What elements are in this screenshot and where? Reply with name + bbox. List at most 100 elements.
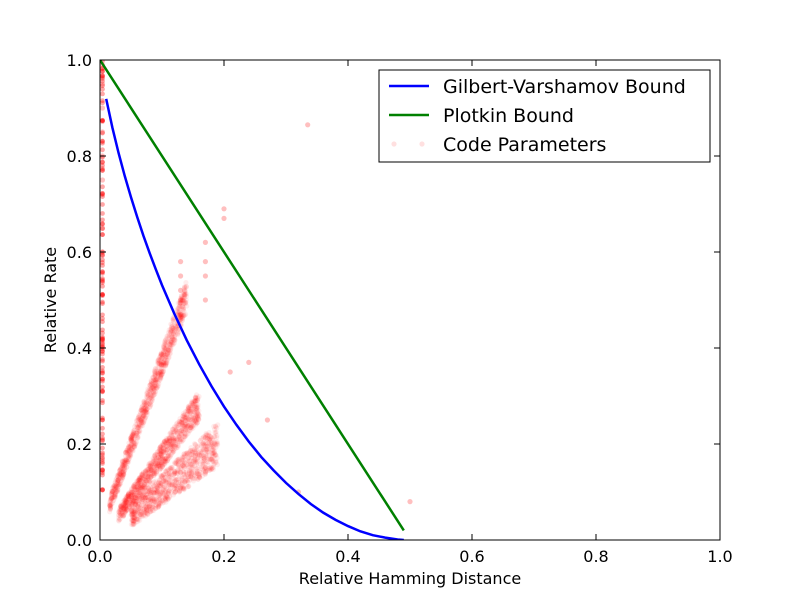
code-parameter-point bbox=[173, 468, 179, 475]
code-parameter-point bbox=[144, 391, 150, 397]
code-parameter-point bbox=[215, 422, 221, 428]
code-parameter-point bbox=[151, 387, 157, 393]
code-parameter-point bbox=[146, 385, 153, 392]
code-parameter-point bbox=[191, 417, 198, 424]
code-parameter-point bbox=[185, 404, 192, 410]
code-parameter-point bbox=[146, 473, 152, 479]
code-parameter-point bbox=[163, 494, 169, 500]
code-parameter-point bbox=[148, 460, 154, 466]
code-parameter-point bbox=[137, 511, 144, 518]
code-parameter-point bbox=[100, 69, 105, 74]
code-parameter-point bbox=[209, 465, 215, 471]
code-parameter-point bbox=[159, 370, 165, 377]
code-parameter-point bbox=[142, 475, 149, 481]
code-parameter-point bbox=[167, 493, 173, 499]
code-parameter-point bbox=[146, 504, 152, 510]
code-parameter-point bbox=[112, 479, 118, 485]
code-parameter-point bbox=[147, 463, 154, 469]
code-parameter-point bbox=[129, 517, 136, 523]
code-parameter-point bbox=[140, 414, 146, 420]
code-parameter-point bbox=[161, 491, 167, 497]
code-parameter-point bbox=[148, 487, 154, 493]
code-parameter-point bbox=[129, 492, 135, 498]
code-parameter-point bbox=[182, 288, 188, 294]
code-parameter-point bbox=[188, 445, 194, 451]
code-parameter-point bbox=[154, 368, 160, 374]
code-parameter-point bbox=[141, 506, 147, 512]
code-parameter-point bbox=[129, 438, 135, 444]
code-parameter-point bbox=[160, 347, 166, 353]
code-parameter-point bbox=[136, 479, 142, 486]
code-parameter-point bbox=[178, 436, 184, 442]
code-parameter-point bbox=[140, 479, 146, 485]
code-parameter-point bbox=[192, 476, 198, 482]
code-parameter-point bbox=[160, 449, 167, 455]
code-parameter-point bbox=[174, 430, 181, 436]
code-parameter-point bbox=[196, 473, 202, 479]
code-parameter-point bbox=[194, 443, 200, 449]
code-parameter-point bbox=[144, 505, 150, 511]
code-parameter-point bbox=[198, 450, 204, 456]
code-parameter-point bbox=[196, 412, 202, 418]
code-parameter-point bbox=[159, 371, 166, 377]
code-parameter-point bbox=[203, 469, 209, 475]
code-parameter-point bbox=[169, 442, 175, 448]
code-parameter-point bbox=[134, 430, 140, 436]
code-parameter-point bbox=[147, 471, 154, 477]
code-parameter-point bbox=[211, 450, 217, 456]
code-parameter-point bbox=[123, 499, 129, 505]
code-parameter-point bbox=[194, 459, 200, 465]
code-parameter-point bbox=[148, 399, 154, 405]
code-parameter-point bbox=[200, 461, 206, 468]
code-parameter-point bbox=[190, 452, 196, 458]
code-parameter-point bbox=[176, 481, 182, 488]
code-parameter-point bbox=[160, 489, 166, 495]
code-parameter-point bbox=[193, 398, 199, 405]
code-parameter-point bbox=[158, 368, 164, 374]
code-parameter-point bbox=[165, 456, 171, 462]
code-parameter-point bbox=[177, 300, 183, 306]
code-parameter-point bbox=[156, 496, 162, 502]
code-parameter-point bbox=[121, 501, 127, 507]
code-parameter-point bbox=[162, 495, 168, 501]
code-parameter-point bbox=[145, 506, 152, 512]
code-parameter-point bbox=[172, 478, 178, 484]
code-parameter-point bbox=[160, 344, 167, 350]
code-parameter-point bbox=[178, 439, 185, 445]
code-parameter-point bbox=[110, 489, 116, 495]
code-parameter-point bbox=[182, 290, 188, 296]
code-parameter-point bbox=[140, 476, 146, 482]
code-parameter-point bbox=[152, 381, 158, 387]
code-parameter-point bbox=[144, 492, 150, 498]
code-parameter-point bbox=[140, 412, 146, 418]
code-parameter-point bbox=[107, 504, 114, 510]
code-parameter-point bbox=[157, 446, 163, 452]
code-parameter-point bbox=[185, 408, 191, 415]
code-parameter-point bbox=[155, 485, 161, 491]
code-parameter-point bbox=[180, 297, 187, 303]
code-parameter-point bbox=[116, 481, 122, 488]
code-parameter-point bbox=[100, 221, 105, 227]
code-parameter-point bbox=[121, 513, 127, 519]
code-parameter-point bbox=[180, 463, 186, 469]
code-parameter-point bbox=[167, 343, 173, 349]
code-parameter-point bbox=[137, 488, 143, 494]
code-parameter-point bbox=[144, 473, 150, 480]
code-parameter-point bbox=[121, 503, 127, 509]
code-parameter-point bbox=[152, 389, 158, 395]
code-parameter-point bbox=[132, 486, 138, 493]
code-parameter-point bbox=[157, 447, 163, 453]
code-parameter-point bbox=[129, 445, 135, 451]
code-parameter-point bbox=[158, 372, 164, 378]
code-parameter-point bbox=[179, 454, 185, 460]
x-tick-label: 0.8 bbox=[583, 547, 608, 566]
code-parameter-point bbox=[194, 470, 200, 476]
code-parameter-point bbox=[201, 453, 207, 460]
code-parameter-point bbox=[136, 506, 142, 512]
code-parameter-point bbox=[157, 492, 163, 499]
code-parameter-point bbox=[120, 470, 126, 476]
code-parameter-point bbox=[177, 489, 183, 495]
code-parameter-point bbox=[160, 487, 166, 493]
code-parameter-point bbox=[121, 510, 128, 516]
code-parameter-point bbox=[165, 350, 171, 356]
